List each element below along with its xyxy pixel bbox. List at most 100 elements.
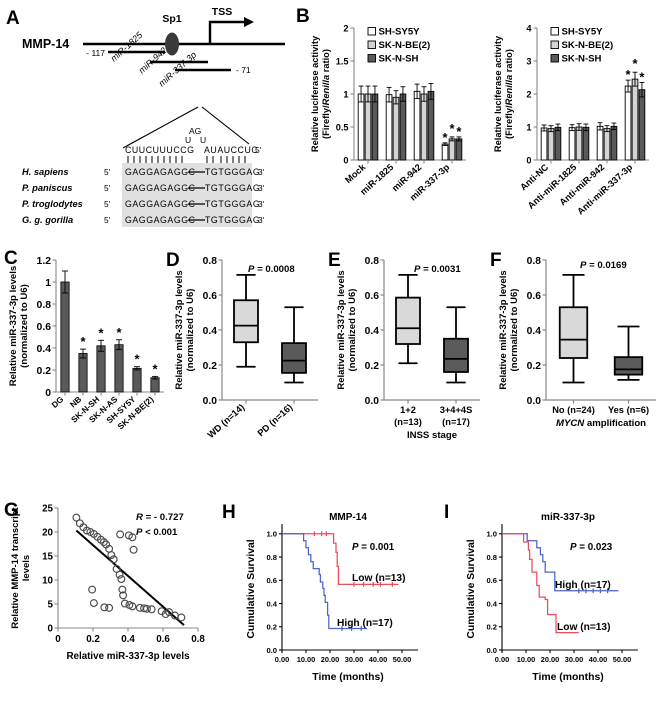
panel-h-curve-label: High (n=17) <box>337 618 393 629</box>
panel-h-ylabel: Cumulative Survival <box>246 539 257 638</box>
alignment-highlight <box>122 163 252 227</box>
panel-g-data-point <box>129 545 138 554</box>
panel-b-left-bar <box>399 93 407 161</box>
panel-i-ylabel: Cumulative Survival <box>466 539 477 638</box>
panel-i-ytick-label: 0.4 <box>486 599 497 608</box>
panel-f-ylabel-line1: Relative miR-337-3p levels <box>498 270 509 389</box>
panel-h-xtick-label: 50.00 <box>393 655 412 664</box>
panel-b-right-ylabel-line1: Relative luciferase activity <box>493 35 503 152</box>
panel-g-trendline <box>75 529 185 626</box>
panel-i-ytick-label: 1.0 <box>486 530 497 539</box>
panel-d-chart: 0.0 0.2 0.4 0.6 0.8 WD (n=14) PD (n=16) P = 0.0… <box>174 256 318 440</box>
panel-i-ytick-label: 0.8 <box>486 553 497 562</box>
panel-b-right-ytick-label: 0 <box>526 155 531 165</box>
species-seq-left-2: GAGGAGAGGC <box>125 199 196 209</box>
tss-arrow-line <box>208 20 246 44</box>
mirna-five-prime: 5' <box>255 145 262 155</box>
panel-b-right-legend-swatch <box>550 40 559 49</box>
panel-e-label: E <box>328 250 341 271</box>
panel-e-xtick-label: 1+2 <box>400 405 416 415</box>
bulge-u-right: U <box>200 135 206 145</box>
panel-h-xtick-label: 10.00 <box>297 655 316 664</box>
panel-g-xtick-label: 0.8 <box>191 634 205 645</box>
panel-g-xtick-label: 0.4 <box>121 634 135 645</box>
panel-e-ytick-label: 0.4 <box>365 326 380 337</box>
panel-f-ytick-label: 0.8 <box>527 256 542 267</box>
species-three-1: 3' <box>258 183 265 193</box>
panel-b-right-bar <box>596 125 604 161</box>
base-pair-ticks <box>127 156 246 163</box>
panel-b-right-bar <box>624 85 632 161</box>
panel-d-xtick-label: PD (n=16) <box>256 402 295 438</box>
gene-label: MMP-14 <box>22 37 69 51</box>
panel-h-label: H <box>222 502 236 523</box>
panel-c-ytick-label: 0.4 <box>37 344 52 355</box>
species-seq-right-0: TGTGGGAG <box>205 167 260 177</box>
panel-b-right-ylabel-line2: (Firefly/Renilla ratio) <box>504 49 514 139</box>
panel-c-significance-mark: * <box>80 334 86 349</box>
panel-e-ytick-label: 0.2 <box>365 361 380 372</box>
mir-1825-label: miR-1825 <box>109 29 145 63</box>
panel-d-pvalue: P = 0.0008 <box>248 264 295 275</box>
panel-c-bar <box>60 281 70 393</box>
panel-d-svg: D 0.0 0.2 0.4 0.6 0.8 WD (n=14) PD (n=16) P = 0… <box>166 250 318 440</box>
panel-f-xlabel: MYCN amplification <box>556 418 646 429</box>
panel-g-data-point <box>109 555 118 564</box>
panel-b-left-bar <box>455 138 463 161</box>
panel-g-data-point <box>140 604 149 613</box>
panel-b-right-legend-label: SK-N-BE(2) <box>562 40 614 51</box>
panel-b-left-bar <box>427 90 435 161</box>
panel-f-svg: F 0.0 0.2 0.4 0.6 0.8 No (n=24) Yes (n=6) P = 0… <box>490 250 656 429</box>
panel-b-right-significance-mark: * <box>626 67 632 82</box>
panel-f: F 0.0 0.2 0.4 0.6 0.8 No (n=24) Yes (n=6) P = 0… <box>484 236 670 476</box>
panel-b-right-bar <box>603 128 611 161</box>
panel-e-ytick-label: 0.8 <box>365 256 380 267</box>
panel-c-significance-mark: * <box>152 361 158 376</box>
panel-i-label: I <box>444 502 449 523</box>
panel-c-bar <box>96 345 106 393</box>
panel-g-data-point <box>165 608 174 617</box>
mirna-seq-left: CUUCUUUCCG <box>125 145 195 155</box>
panel-c-ytick-label: 0.8 <box>37 300 52 311</box>
panel-g-data-point <box>88 585 97 594</box>
species-five-3: 5' <box>104 215 111 225</box>
panel-h-ytick-label: 0.6 <box>266 576 277 585</box>
panel-c-significance-mark: * <box>116 325 122 340</box>
panel-b-left-bar <box>357 93 365 161</box>
panel-i-curve-label: High (n=17) <box>555 580 611 591</box>
panel-g-data-point <box>118 585 127 594</box>
panel-b-right-bar <box>575 126 583 161</box>
panel-g-data-point <box>119 591 128 600</box>
panel-i-ytick-label: 0.2 <box>486 623 497 632</box>
bulge-ag: AG <box>189 126 201 136</box>
panel-c-ylabel-line2: (normalized to U6) <box>19 284 30 368</box>
panel-g-data-point <box>177 613 186 622</box>
panel-b-right-ytick-label: 3 <box>526 56 531 66</box>
panel-i-xlabel: Time (months) <box>532 672 603 683</box>
panel-g-xlabel: Relative miR-337-3p levels <box>66 651 190 662</box>
panel-b: B 0 0.5 1 1.5 2 Mock miR-1825 miR-942 * * * miR-337… <box>292 0 670 232</box>
panel-e-ylabel-line1: Relative miR-337-3p levels <box>336 270 347 389</box>
panel-g-data-point <box>128 533 137 542</box>
panel-d-ytick-label: 0.6 <box>203 291 218 302</box>
panel-b-left-ytick-label: 0.5 <box>336 122 349 132</box>
panel-c-significance-mark: * <box>134 352 140 367</box>
panel-b-right-ytick-label: 4 <box>526 23 532 33</box>
panel-g-data-point <box>117 575 126 584</box>
panel-h-xtick-label: 40.00 <box>369 655 388 664</box>
panel-c-ylabel-line1: Relative miR-337-3p levels <box>8 266 19 387</box>
panel-b-left-significance-mark: * <box>443 130 449 145</box>
panel-d: D 0.0 0.2 0.4 0.6 0.8 WD (n=14) PD (n=16) P = 0… <box>160 236 325 476</box>
panel-c-significance-mark: * <box>98 325 104 340</box>
species-three-2: 3' <box>258 199 265 209</box>
panel-h-ytick-label: 0.2 <box>266 623 277 632</box>
panel-b-left-legend-label: SK-N-SH <box>379 54 419 65</box>
panel-b-right-significance-mark: * <box>639 69 645 84</box>
panel-f-label: F <box>490 250 502 271</box>
panel-g-xtick-label: 0.2 <box>86 634 100 645</box>
panel-d-ytick-label: 0.2 <box>203 361 218 372</box>
bulge-u-left: U <box>185 135 191 145</box>
panel-i-xtick-label: 10.00 <box>517 655 536 664</box>
panel-f-ytick-label: 0.2 <box>527 361 542 372</box>
panel-g-ytick-label: 0 <box>48 624 54 635</box>
